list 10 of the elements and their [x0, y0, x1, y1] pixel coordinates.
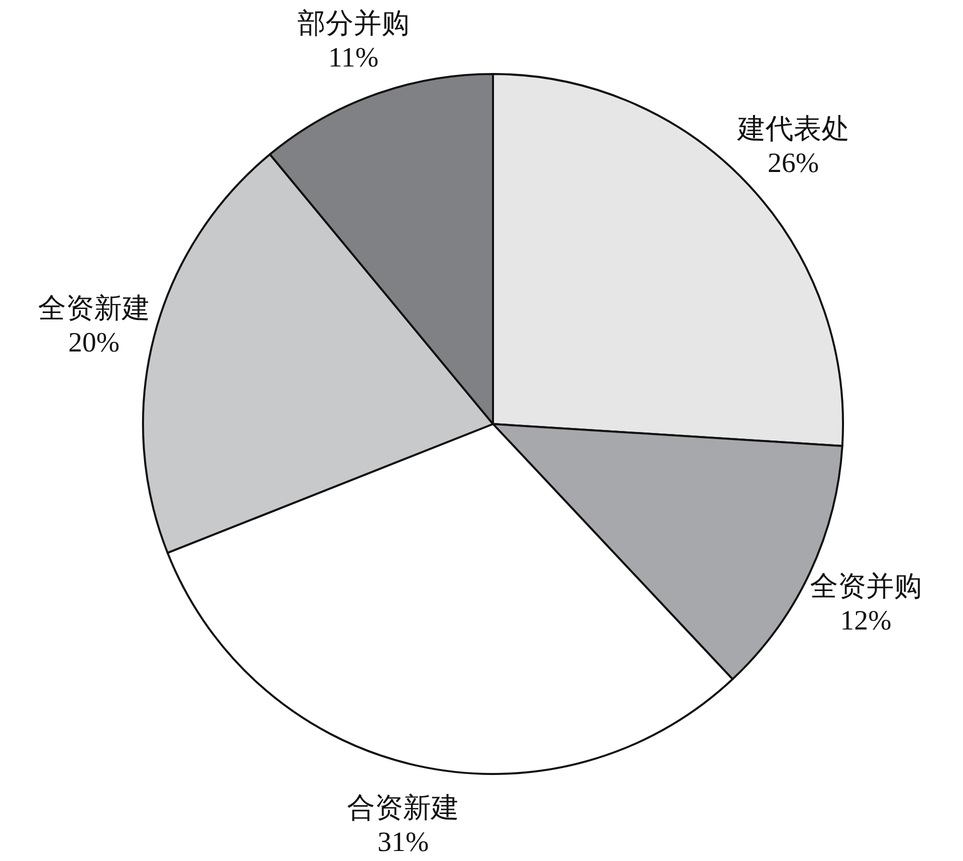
slice-label: 建代表处: [736, 114, 850, 145]
data-label: 26%: [768, 148, 819, 179]
slice-label: 全资并购: [810, 571, 922, 602]
slice-label: 合资新建: [347, 793, 460, 824]
data-label: 31%: [377, 827, 429, 858]
data-label: 12%: [840, 605, 892, 636]
slice-label: 部分并购: [297, 8, 410, 40]
slice-label: 全资新建: [38, 294, 150, 325]
data-label: 11%: [328, 42, 379, 74]
data-label: 20%: [68, 328, 120, 359]
